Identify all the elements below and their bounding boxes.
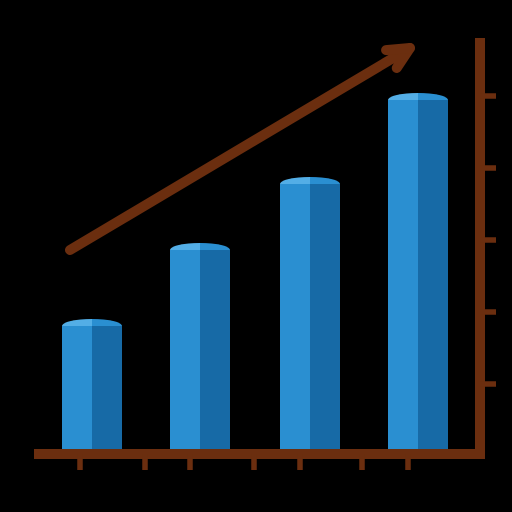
bar-chart	[0, 0, 512, 512]
